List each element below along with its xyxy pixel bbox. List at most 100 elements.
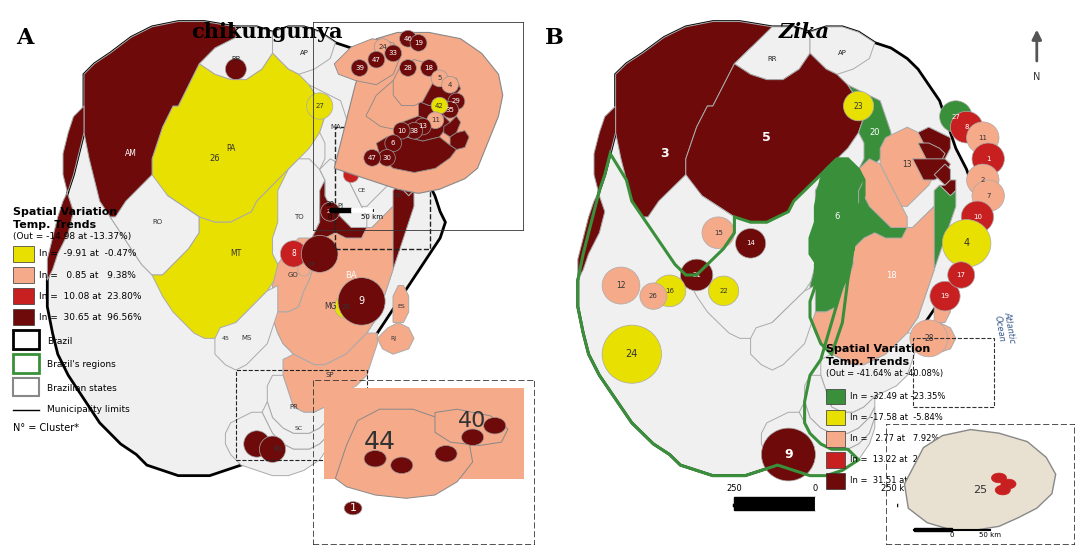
Text: TO: TO [294,214,303,220]
Polygon shape [578,21,988,476]
Text: 17: 17 [957,272,966,278]
Text: 22: 22 [719,288,728,294]
Text: 5: 5 [762,131,771,144]
Text: RR: RR [768,56,777,62]
Text: 29: 29 [451,98,461,105]
Text: PR: PR [289,404,298,410]
Circle shape [442,76,459,93]
Text: 25: 25 [973,485,987,495]
Circle shape [378,150,395,166]
Circle shape [602,325,661,383]
Polygon shape [393,164,408,185]
Circle shape [431,97,448,114]
Polygon shape [415,74,461,106]
Polygon shape [377,322,414,354]
Polygon shape [686,169,842,338]
Bar [13,354,40,373]
Circle shape [991,473,1007,483]
Circle shape [930,282,960,311]
Circle shape [364,450,387,467]
Text: 18: 18 [886,271,896,279]
Polygon shape [335,32,503,194]
Circle shape [427,112,444,129]
Text: SC: SC [295,426,302,431]
Polygon shape [904,430,1055,530]
Text: chikungunya: chikungunya [191,21,343,42]
Text: 20: 20 [341,304,350,310]
Text: 28: 28 [404,65,413,71]
Circle shape [442,101,459,118]
Text: MT: MT [230,249,242,258]
Circle shape [435,446,457,462]
Polygon shape [268,375,336,433]
Text: AL: AL [390,178,396,183]
Text: 23: 23 [854,102,863,111]
Text: 50 km: 50 km [361,214,383,221]
Polygon shape [393,59,435,106]
Polygon shape [918,127,950,175]
Text: 0: 0 [328,214,333,221]
Text: 19: 19 [414,40,423,46]
Text: 26: 26 [649,293,658,299]
Polygon shape [616,21,772,275]
Text: In =   0.85 at   9.38%: In = 0.85 at 9.38% [40,271,136,279]
Text: 7: 7 [986,193,990,199]
Polygon shape [48,21,445,476]
Polygon shape [84,21,235,275]
Text: AP: AP [838,50,847,56]
Text: 6: 6 [391,140,395,146]
Polygon shape [821,333,918,412]
Text: A: A [16,27,33,49]
Text: 42: 42 [435,103,444,108]
Text: 2: 2 [981,177,985,183]
Circle shape [368,51,384,68]
Circle shape [415,118,431,135]
Text: 3: 3 [660,147,669,160]
Text: 45: 45 [221,336,229,341]
Text: RJ: RJ [390,336,396,341]
Text: 250 km: 250 km [880,485,913,493]
Text: 4: 4 [963,238,970,248]
Text: BA: BA [346,271,356,279]
Circle shape [484,417,505,434]
Text: CE: CE [362,161,372,167]
Text: 24: 24 [625,349,638,359]
Circle shape [735,229,766,258]
Text: GO: GO [288,272,299,278]
Text: MG: MG [324,302,336,311]
Bar [330,208,351,212]
Circle shape [364,150,380,166]
Circle shape [996,485,1011,495]
Bar [13,331,40,349]
Bar [826,452,845,468]
Polygon shape [859,159,907,243]
Text: Municipality limits: Municipality limits [48,405,130,414]
Circle shape [335,295,357,318]
Polygon shape [578,106,616,280]
Circle shape [967,122,999,153]
Text: 11: 11 [431,117,440,123]
Text: 20: 20 [869,128,880,137]
Text: In =  -9.91 at  -0.47%: In = -9.91 at -0.47% [40,249,137,258]
Text: 50 km: 50 km [978,532,1000,538]
Text: Temp. Trends: Temp. Trends [13,220,96,230]
Text: 38: 38 [409,128,419,134]
Text: 8: 8 [292,249,296,258]
Circle shape [400,30,417,47]
Polygon shape [734,27,810,80]
Polygon shape [340,127,393,206]
Circle shape [653,275,686,307]
Circle shape [680,259,713,291]
Text: Zika: Zika [779,21,831,42]
Polygon shape [444,116,461,137]
Text: 46: 46 [404,36,413,42]
Text: AM: AM [125,149,137,158]
Text: In =  13.22 at  20.15%: In = 13.22 at 20.15% [851,455,945,464]
Polygon shape [934,285,950,322]
Circle shape [406,122,422,139]
Text: RO: RO [152,219,162,225]
Circle shape [1001,479,1016,489]
Polygon shape [393,285,408,322]
Text: PE: PE [374,167,380,172]
Text: 26: 26 [210,155,220,163]
